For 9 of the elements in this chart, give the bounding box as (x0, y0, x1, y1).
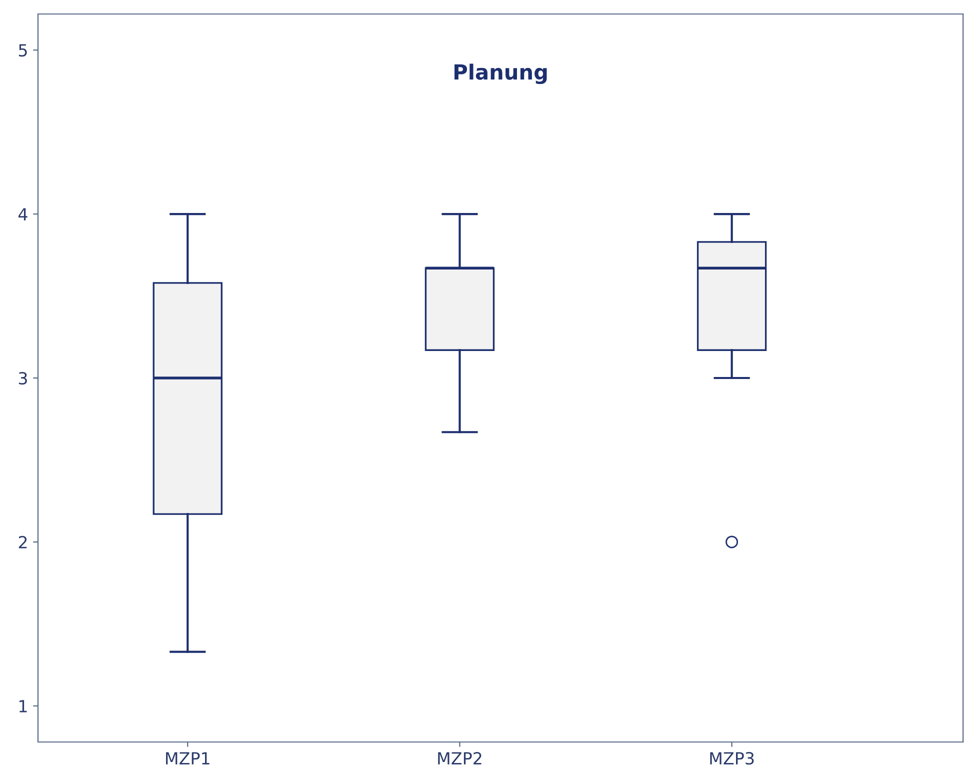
y-tick-label: 1 (20, 700, 27, 712)
y-tick-label: 5 (18, 44, 27, 57)
text: Planung (454, 64, 547, 84)
y-tick-label: 2 (18, 536, 27, 548)
x-tick-label: MZP1 (166, 752, 210, 764)
x-tick-label: MZP2 (438, 752, 482, 764)
y-tick-label: 3 (18, 372, 27, 385)
x-tick-label: MZP3 (710, 752, 754, 765)
y-tick-label: 4 (18, 208, 28, 220)
